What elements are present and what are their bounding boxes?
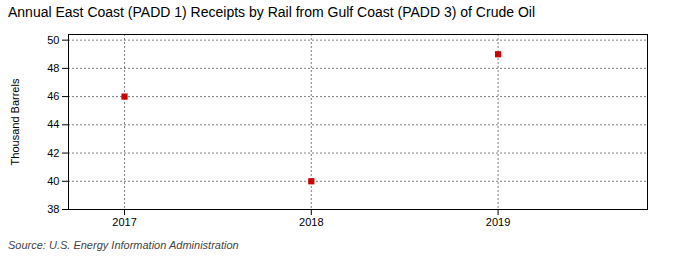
svg-text:46: 46	[47, 90, 59, 102]
svg-text:2019: 2019	[486, 216, 510, 228]
svg-text:42: 42	[47, 147, 59, 159]
svg-text:38: 38	[47, 203, 59, 215]
svg-text:Thousand Barrels: Thousand Barrels	[9, 78, 21, 165]
svg-text:2018: 2018	[299, 216, 323, 228]
svg-text:48: 48	[47, 62, 59, 74]
html-text:Source: U.S. Energy Informatio: Source: U.S. Energy Information Administ…	[8, 239, 239, 251]
svg-text:50: 50	[47, 34, 59, 46]
svg-text:40: 40	[47, 175, 59, 187]
svg-text:44: 44	[47, 118, 59, 130]
html-text:Annual East Coast (PADD 1) Rec: Annual East Coast (PADD 1) Receipts by R…	[8, 4, 535, 20]
svg-text:2017: 2017	[112, 216, 136, 228]
